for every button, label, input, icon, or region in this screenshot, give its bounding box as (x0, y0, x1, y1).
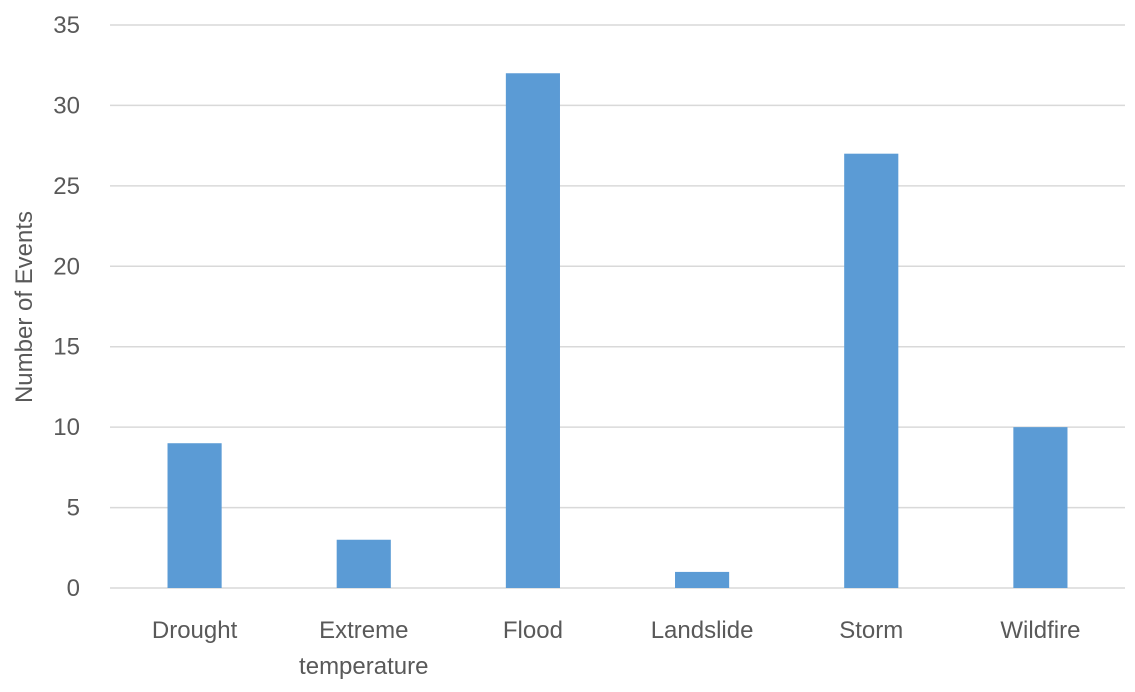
bar (167, 443, 222, 588)
y-tick-label: 35 (53, 12, 80, 39)
x-category-label: Wildfire (1000, 617, 1080, 644)
y-tick-label: 15 (53, 334, 80, 361)
y-tick-label: 25 (53, 173, 80, 200)
x-category-label: Landslide (651, 617, 754, 644)
x-category-label: temperature (299, 653, 428, 680)
y-tick-label: 30 (53, 92, 80, 119)
gridlines (110, 24, 1125, 589)
y-tick-label: 10 (53, 414, 80, 441)
bar (505, 73, 560, 588)
y-tick-label: 0 (67, 575, 80, 602)
x-category-label: Extreme (319, 617, 408, 644)
x-category-label: Storm (839, 617, 903, 644)
x-axis-categories: Drought Extreme temperature Flood Landslide S… (152, 617, 1081, 680)
y-axis-ticks: 0 5 10 15 20 25 30 35 (53, 12, 80, 602)
bars (167, 73, 1068, 588)
bar (336, 539, 391, 588)
bar (844, 153, 899, 588)
x-category-label: Drought (152, 617, 238, 644)
x-category-label: Flood (503, 617, 563, 644)
bar (675, 571, 730, 588)
bar (1013, 427, 1068, 588)
y-axis-title: Number of Events (11, 211, 38, 403)
y-tick-label: 5 (67, 495, 80, 522)
y-tick-label: 20 (53, 253, 80, 280)
